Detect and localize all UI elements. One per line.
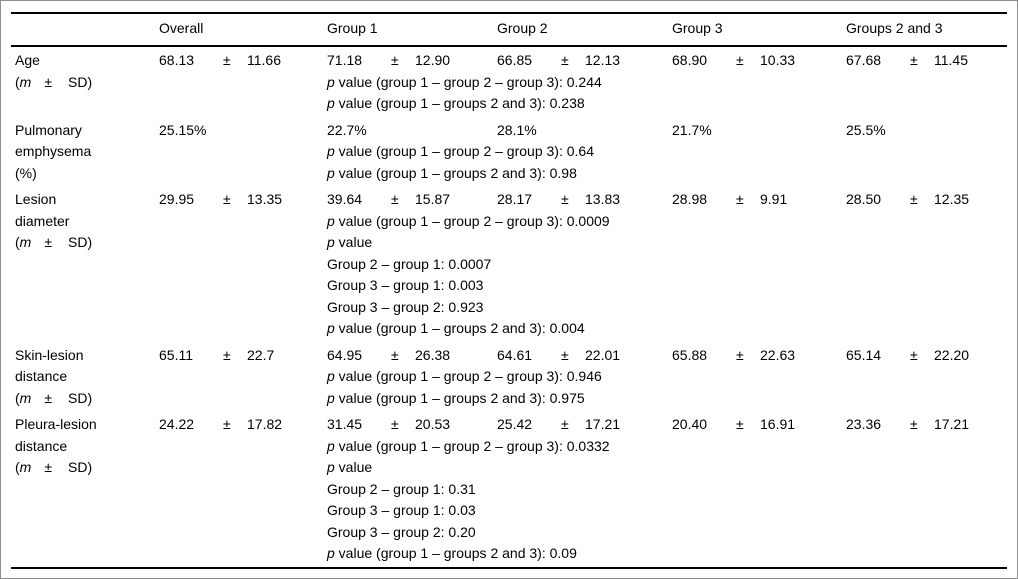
p-value-line: Group 3 – group 1: 0.03 — [327, 502, 476, 518]
cell-group-1: 64.95 ±26.38 — [327, 346, 451, 363]
table-row-skin-lesion-distance: Skin-lesion distance (m ± SD) 65.11 ±22.7 6… — [11, 342, 1007, 412]
statistics-table: Overall Group 1 Group 2 Group 3 Groups 2… — [11, 12, 1007, 569]
cell-groups-2-and-3: 67.68 ±11.45 — [846, 52, 968, 68]
p-value-line: p value (group 1 – group 2 – group 3): 0… — [327, 212, 610, 229]
cell-group-3: 65.88 ±22.63 — [672, 346, 796, 363]
cell-group-1: 22.7% — [327, 121, 367, 138]
cell-groups-2-and-3: 25.5% — [846, 121, 886, 138]
cell-groups-2-and-3: 65.14 ±22.20 — [846, 346, 970, 363]
cell-group-1: 71.18 ±12.90 — [327, 52, 451, 68]
header-overall: Overall — [159, 20, 204, 36]
p-value-line: Group 2 – group 1: 0.0007 — [327, 255, 492, 272]
row-label-text: Pleura-lesion distance — [15, 416, 97, 454]
cell-group-2: 28.17 ±13.83 — [497, 191, 621, 207]
cell-group-3: 28.98 ±9.91 — [672, 191, 788, 207]
row-label-text: Pulmonary emphysema — [15, 121, 92, 160]
p-value-line: p value (group 1 – group 2 – group 3): 0… — [327, 73, 602, 90]
p-value-line: Group 3 – group 1: 0.003 — [327, 277, 484, 293]
cell-group-3: 68.90 ±10.33 — [672, 52, 796, 68]
header-group-3: Group 3 — [672, 20, 723, 36]
p-value-block: p value (group 1 – group 2 – group 3): 0… — [327, 436, 1007, 565]
header-group-2: Group 2 — [497, 20, 548, 36]
p-value-line: p value (group 1 – group 2 – group 3): 0… — [327, 437, 610, 454]
cell-group-3: 20.40 ±16.91 — [672, 416, 796, 432]
p-value-line: Group 2 – group 1: 0.31 — [327, 480, 476, 497]
cell-group-2: 25.42 ±17.21 — [497, 416, 621, 432]
p-value-line: p value — [327, 459, 373, 475]
cell-overall: 29.95 ±13.35 — [159, 191, 283, 207]
table-row-pleura-lesion-distance: Pleura-lesion distance (m ± SD) 24.22 ±17.8… — [11, 411, 1007, 567]
row-label-text: Skin-lesion distance — [15, 346, 84, 385]
cell-overall: 65.11 ±22.7 — [159, 346, 275, 363]
cell-overall: 25.15% — [159, 121, 207, 138]
p-value-line: p value — [327, 234, 373, 250]
p-value-line: p value (group 1 – groups 2 and 3): 0.00… — [327, 320, 585, 336]
table-bottom-rule — [11, 566, 1007, 569]
p-value-line: p value (group 1 – groups 2 and 3): 0.09 — [327, 545, 577, 561]
row-label: Age (m ± SD) — [11, 50, 159, 93]
cell-group-2: 64.61 ±22.01 — [497, 346, 621, 363]
cell-overall: 24.22 ±17.82 — [159, 416, 283, 432]
p-value-line: Group 3 – group 2: 0.20 — [327, 523, 476, 540]
p-value-line: Group 3 – group 2: 0.923 — [327, 298, 484, 315]
table-row-lesion-diameter: Lesion diameter (m ± SD) 29.95 ±13.35 39.64… — [11, 186, 1007, 342]
p-value-line: p value (group 1 – groups 2 and 3): 0.98 — [327, 164, 577, 181]
row-label-text: Lesion diameter — [15, 191, 70, 229]
cell-group-1: 39.64 ±15.87 — [327, 191, 451, 207]
row-label-text: Age — [15, 52, 40, 68]
table-header-row: Overall Group 1 Group 2 Group 3 Groups 2… — [11, 14, 1007, 45]
header-groups-2-and-3: Groups 2 and 3 — [846, 20, 943, 36]
header-separator-rule — [11, 44, 1007, 47]
p-value-line: p value (group 1 – group 2 – group 3): 0… — [327, 368, 602, 384]
cell-group-2: 66.85 ±12.13 — [497, 52, 621, 68]
p-value-block: p value (group 1 – group 2 – group 3): 0… — [327, 72, 1007, 115]
p-value-line: p value (group 1 – group 2 – group 3): 0… — [327, 143, 594, 159]
table-top-rule — [11, 12, 1007, 14]
row-label: Skin-lesion distance (m ± SD) — [11, 345, 159, 410]
cell-group-3: 21.7% — [672, 121, 712, 138]
cell-group-2: 28.1% — [497, 121, 537, 138]
row-unit: (m ± SD) — [15, 389, 93, 406]
header-group-1: Group 1 — [327, 20, 378, 36]
p-value-line: p value (group 1 – groups 2 and 3): 0.23… — [327, 95, 585, 111]
cell-group-1: 31.45 ±20.53 — [327, 416, 451, 432]
cell-overall: 68.13 ±11.66 — [159, 52, 281, 68]
row-unit: (m ± SD) — [15, 234, 93, 250]
cell-groups-2-and-3: 23.36 ±17.21 — [846, 416, 970, 432]
row-unit: (%) — [15, 164, 37, 181]
table-row-pulmonary-emphysema: Pulmonary emphysema (%) 25.15% 22.7% 28.… — [11, 117, 1007, 187]
row-label: Pleura-lesion distance (m ± SD) — [11, 414, 159, 479]
p-value-block: p value (group 1 – group 2 – group 3): 0… — [327, 366, 1007, 409]
row-label: Pulmonary emphysema (%) — [11, 120, 159, 185]
row-unit: (m ± SD) — [15, 73, 93, 90]
table-row-age: Age (m ± SD) 68.13 ±11.66 71.18 ±12.90 66.85… — [11, 47, 1007, 117]
row-label: Lesion diameter (m ± SD) — [11, 189, 159, 254]
p-value-block: p value (group 1 – group 2 – group 3): 0… — [327, 141, 1007, 184]
header-empty-cell — [11, 18, 159, 40]
row-unit: (m ± SD) — [15, 459, 93, 475]
p-value-block: p value (group 1 – group 2 – group 3): 0… — [327, 211, 1007, 340]
p-value-line: p value (group 1 – groups 2 and 3): 0.97… — [327, 389, 585, 406]
cell-groups-2-and-3: 28.50 ±12.35 — [846, 191, 970, 207]
